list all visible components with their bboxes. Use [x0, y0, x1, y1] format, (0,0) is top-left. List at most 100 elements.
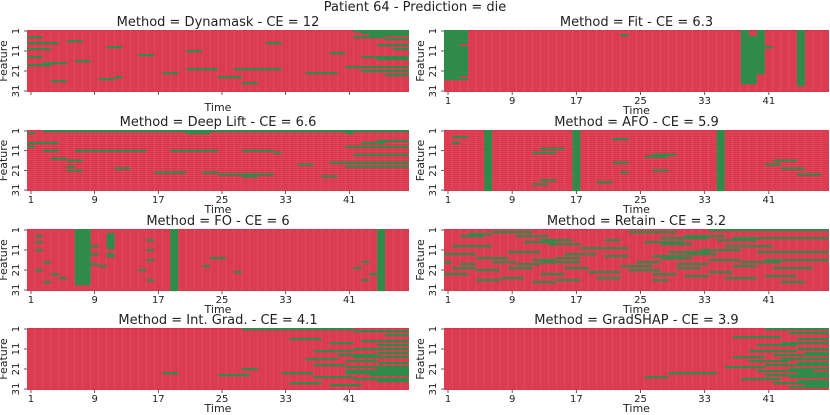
heatmap-highlight-cell: [170, 235, 179, 238]
heatmap-highlight-cell: [106, 247, 115, 250]
heatmap-highlight-cell: [740, 30, 749, 33]
heatmap-highlight-cell: [74, 243, 91, 246]
heatmap-highlight-cell: [796, 82, 805, 85]
heatmap-highlight-cell: [460, 263, 477, 266]
heatmap-highlight-cell: [572, 187, 581, 190]
heatmap-highlight-cell: [764, 259, 829, 262]
heatmap-highlight-cell: [628, 231, 677, 234]
heatmap-highlight-cell: [652, 255, 685, 258]
heatmap-highlight-cell: [74, 257, 91, 260]
x-tick-label: 25: [634, 394, 647, 405]
heatmap-highlight-cell: [716, 143, 725, 146]
heatmap-highlight-cell: [740, 378, 781, 381]
heatmap-highlight-cell: [74, 277, 91, 280]
heatmap-highlight-cell: [27, 145, 35, 148]
heatmap-highlight-cell: [796, 380, 829, 383]
heatmap-highlight-cell: [740, 54, 757, 57]
heatmap-highlight-cell: [452, 135, 469, 139]
heatmap-highlight-cell: [772, 354, 829, 357]
x-tick-label: 17: [570, 394, 583, 405]
heatmap-highlight-cell: [170, 241, 179, 244]
heatmap-highlight-cell: [684, 253, 717, 256]
heatmap-highlight-cell: [764, 275, 797, 278]
heatmap-highlight-cell: [361, 56, 409, 59]
heatmap-highlight-cell: [74, 241, 91, 244]
y-tick-label: 21: [428, 164, 439, 177]
heatmap-highlight-cell: [716, 171, 725, 174]
heatmap-highlight-cell: [337, 354, 378, 357]
x-axis-label: Time: [622, 303, 650, 316]
heatmap-highlight-cell: [732, 336, 781, 339]
heatmap-highlight-cell: [804, 384, 829, 387]
heatmap-highlight-cell: [716, 157, 725, 160]
y-tick-label: 11: [428, 343, 439, 356]
heatmap-highlight-cell: [636, 261, 661, 264]
heatmap-highlight-cell: [708, 271, 733, 274]
heatmap-highlight-cell: [74, 275, 91, 278]
heatmap-highlight-cell: [572, 137, 581, 141]
panel-title: Method = Fit - CE = 6.3: [560, 15, 713, 30]
heatmap-highlight-cell: [572, 181, 581, 184]
heatmap-highlight-cell: [444, 253, 477, 256]
heatmap-highlight-cell: [716, 177, 725, 180]
heatmap-highlight-cell: [788, 332, 829, 335]
heatmap-highlight-cell: [353, 30, 409, 33]
heatmap-highlight-cell: [377, 255, 386, 258]
heatmap-highlight-cell: [353, 267, 362, 270]
heatmap-highlight-cell: [377, 58, 409, 61]
heatmap-highlight-cell: [162, 372, 179, 375]
heatmap-highlight-cell: [756, 66, 765, 69]
heatmap-highlight-cell: [170, 271, 179, 274]
heatmap-highlight-cell: [377, 139, 409, 143]
x-tick-label: 41: [343, 295, 356, 306]
heatmap-highlight-cell: [241, 175, 258, 178]
heatmap-highlight-cell: [74, 149, 147, 152]
heatmap-highlight-cell: [241, 82, 258, 85]
heatmap-highlight-cell: [377, 380, 409, 383]
x-tick-label: 9: [91, 394, 97, 405]
heatmap-highlight-cell: [377, 259, 386, 262]
heatmap-highlight-cell: [484, 179, 493, 182]
heatmap-highlight-cell: [716, 131, 725, 135]
heatmap-highlight-cell: [297, 163, 314, 166]
heatmap-highlight-cell: [796, 70, 805, 73]
heatmap-highlight-cell: [74, 265, 91, 268]
y-tick-label: 1: [11, 28, 22, 34]
heatmap-highlight-cell: [684, 235, 725, 238]
heatmap-highlight-cell: [377, 344, 409, 347]
heatmap-highlight-cell: [716, 165, 725, 168]
heatmap-highlight-cell: [484, 135, 493, 139]
heatmap-highlight-cell: [484, 181, 493, 184]
y-tick-label: 21: [428, 363, 439, 376]
x-tick-label: 9: [91, 295, 97, 306]
heatmap-highlight-cell: [154, 171, 187, 174]
heatmap-highlight-cell: [796, 56, 805, 59]
heatmap-highlight-cell: [377, 257, 386, 260]
heatmap-highlight-cell: [170, 279, 179, 282]
heatmap-highlight-cell: [596, 277, 621, 280]
heatmap-highlight-cell: [572, 167, 581, 170]
heatmap-highlight-cell: [353, 36, 386, 39]
y-axis-label: Feature: [0, 40, 10, 82]
heatmap-highlight-cell: [345, 165, 409, 168]
heatmap-highlight-cell: [345, 366, 409, 369]
heatmap-highlight-cell: [756, 34, 765, 37]
heatmap-highlight-cell: [484, 171, 493, 174]
heatmap-highlight-cell: [484, 175, 493, 178]
heatmap-highlight-cell: [796, 62, 805, 65]
heatmap-highlight-cell: [716, 149, 725, 152]
heatmap-highlight-cell: [668, 251, 709, 254]
heatmap-highlight-cell: [444, 32, 469, 35]
x-tick-label: 1: [445, 394, 451, 405]
heatmap-highlight-cell: [532, 151, 557, 154]
heatmap-highlight-cell: [361, 279, 370, 282]
heatmap-highlight-cell: [484, 149, 493, 152]
heatmap-highlight-cell: [572, 135, 581, 139]
y-tick-label: 31: [11, 85, 22, 98]
heatmap-highlight-cell: [780, 281, 805, 284]
heatmap-highlight-cell: [516, 235, 549, 238]
heatmap-highlight-cell: [540, 273, 565, 276]
heatmap-highlight-cell: [724, 277, 757, 280]
heatmap-highlight-cell: [492, 231, 533, 234]
